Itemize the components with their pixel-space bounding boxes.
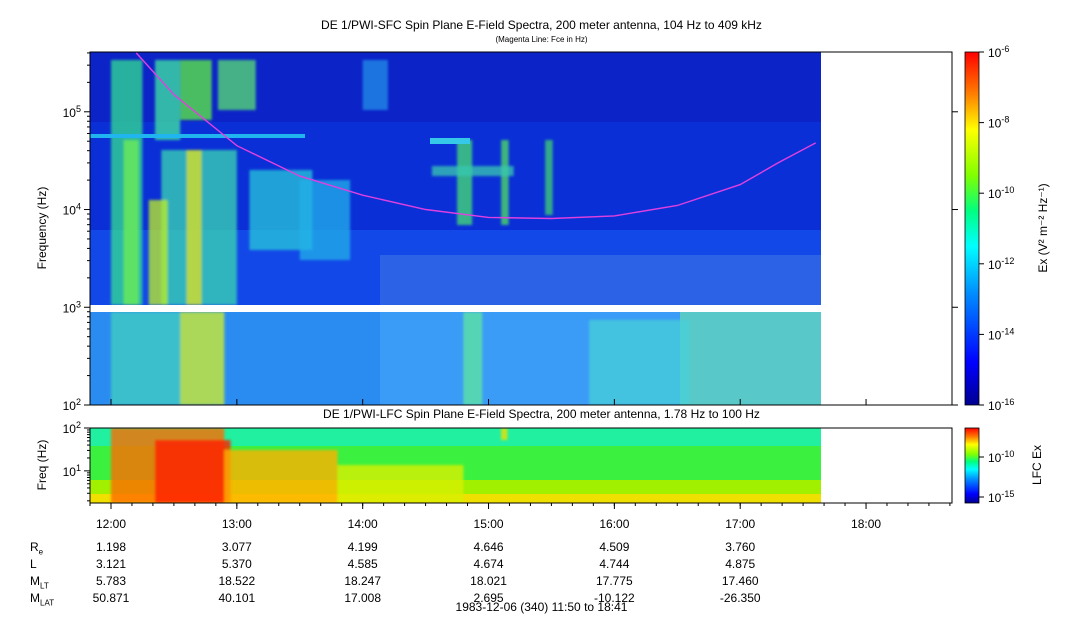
ephemeris-table: Re 1.198 3.077 4.199 4.646 4.509 3.760 L 3.121 5.… [0, 528, 1083, 607]
time-range-footer: 1983-12-06 (340) 11:50 to 18:41 [455, 600, 628, 614]
lfc-spectrogram-image [90, 428, 821, 503]
spectral-feature [148, 200, 168, 305]
ephemeris-value: 2.695 [473, 591, 504, 605]
ephemeris-row-label: L [30, 557, 37, 571]
lfc-y-tick-label: 102 [63, 420, 81, 436]
ephemeris-value: 4.199 [347, 540, 378, 554]
sfc-chart-title: DE 1/PWI-SFC Spin Plane E-Field Spectra,… [321, 18, 762, 32]
lfc-chart-title: DE 1/PWI-LFC Spin Plane E-Field Spectra,… [323, 407, 760, 421]
spectral-feature [463, 312, 483, 405]
spectral-feature [545, 140, 553, 215]
ephemeris-value: 50.871 [92, 591, 130, 605]
x-tick-label: 13:00 [222, 517, 252, 531]
lfc-spectral-feature [337, 465, 464, 503]
sfc-colorbar-tick-label: 10-6 [988, 44, 1009, 60]
ephemeris-value: 4.509 [599, 540, 630, 554]
sfc-colorbar-tick-label: 10-8 [988, 115, 1009, 131]
spectral-feature [299, 180, 351, 260]
ephemeris-value: -26.350 [719, 591, 761, 605]
lfc-colorbar-tick-label: 10-15 [988, 489, 1014, 505]
sfc-data-gap [90, 305, 821, 312]
ephemeris-value: 4.875 [725, 557, 756, 571]
ephemeris-value: 3.121 [95, 557, 127, 571]
spectral-feature [123, 140, 139, 305]
sfc-y-axis: 102 103 104 105 [63, 52, 958, 413]
spectral-feature [180, 60, 212, 120]
sfc-spectrogram-image [90, 52, 821, 405]
sfc-y-tick-label: 105 [63, 104, 81, 120]
ephemeris-value: 18.522 [218, 574, 256, 588]
lfc-plot-frame [89, 427, 953, 504]
spectral-feature [362, 60, 388, 110]
ephemeris-value: 3.760 [725, 540, 756, 554]
lfc-spectral-feature [155, 440, 231, 503]
ephemeris-row-label: MLAT [30, 591, 55, 608]
spectral-feature [217, 60, 256, 110]
spectral-feature [501, 140, 509, 225]
ephemeris-row-label: MLT [30, 574, 49, 591]
lfc-colorbar [964, 427, 980, 504]
ephemeris-value: 17.460 [721, 574, 759, 588]
x-tick-label: 17:00 [725, 517, 755, 531]
sfc-colorbar-ticks: 10-6 10-8 10-10 10-12 10-14 10-16 [979, 44, 1014, 413]
time-x-axis: 12:00 13:00 14:00 15:00 16:00 17:00 18:00 [89, 399, 951, 531]
ephemeris-value: 3.077 [221, 540, 252, 554]
sfc-y-tick-label: 102 [63, 397, 81, 413]
sfc-colorbar [964, 51, 980, 406]
lfc-colorbar-ticks: 10-10 10-15 [979, 449, 1014, 505]
sfc-colorbar-tick-label: 10-14 [988, 326, 1014, 342]
lfc-spectral-feature [501, 428, 508, 440]
ephemeris-value: 5.783 [95, 574, 127, 588]
sfc-colorbar-label: Ex (V² m⁻² Hz⁻¹) [1036, 183, 1050, 272]
lfc-spectral-feature [224, 450, 338, 503]
sfc-plot-frame [89, 51, 953, 406]
lfc-y-axis: 101 102 [63, 420, 90, 502]
ephemeris-value: 18.247 [344, 574, 382, 588]
ephemeris-value: 18.021 [470, 574, 507, 588]
ephemeris-value: 17.008 [344, 591, 382, 605]
spectral-feature [457, 140, 473, 225]
sfc-chart-subtitle: (Magenta Line: Fce in Hz) [495, 35, 588, 44]
ephemeris-value: 5.370 [221, 557, 252, 571]
sfc-y-axis-label: Frequency (Hz) [35, 187, 49, 270]
lfc-colorbar-label: LFC Ex [1030, 445, 1044, 485]
sfc-colorbar-tick-label: 10-12 [988, 256, 1014, 272]
ephemeris-value: 40.101 [218, 591, 256, 605]
lfc-y-axis-label: Freq (Hz) [35, 440, 49, 491]
fce-line [135, 52, 817, 220]
spectral-feature [180, 312, 225, 405]
ephemeris-value: 4.674 [473, 557, 504, 571]
sfc-y-tick-label: 104 [63, 202, 81, 218]
ephemeris-row-label: Re [30, 540, 44, 557]
ephemeris-value: 4.646 [473, 540, 504, 554]
ephemeris-value: 17.775 [596, 574, 633, 588]
x-tick-label: 14:00 [348, 517, 378, 531]
x-tick-label: 18:00 [851, 517, 881, 531]
x-tick-label: 12:00 [96, 517, 126, 531]
sfc-y-tick-label: 103 [63, 299, 81, 315]
sfc-colorbar-tick-label: 10-10 [988, 185, 1014, 201]
x-tick-label: 15:00 [474, 517, 504, 531]
x-tick-label: 16:00 [599, 517, 629, 531]
spectral-feature [186, 150, 202, 305]
spectral-feature [431, 166, 514, 176]
ephemeris-value: 4.585 [347, 557, 378, 571]
lfc-y-tick-label: 101 [63, 463, 81, 479]
sfc-colorbar-tick-label: 10-16 [988, 397, 1014, 413]
lfc-colorbar-tick-label: 10-10 [988, 449, 1014, 465]
ephemeris-value: 4.744 [599, 557, 630, 571]
ephemeris-value: 1.198 [95, 540, 127, 554]
spectral-feature [589, 320, 690, 405]
ephemeris-value: -10.122 [594, 591, 635, 605]
spectral-feature [155, 60, 181, 140]
